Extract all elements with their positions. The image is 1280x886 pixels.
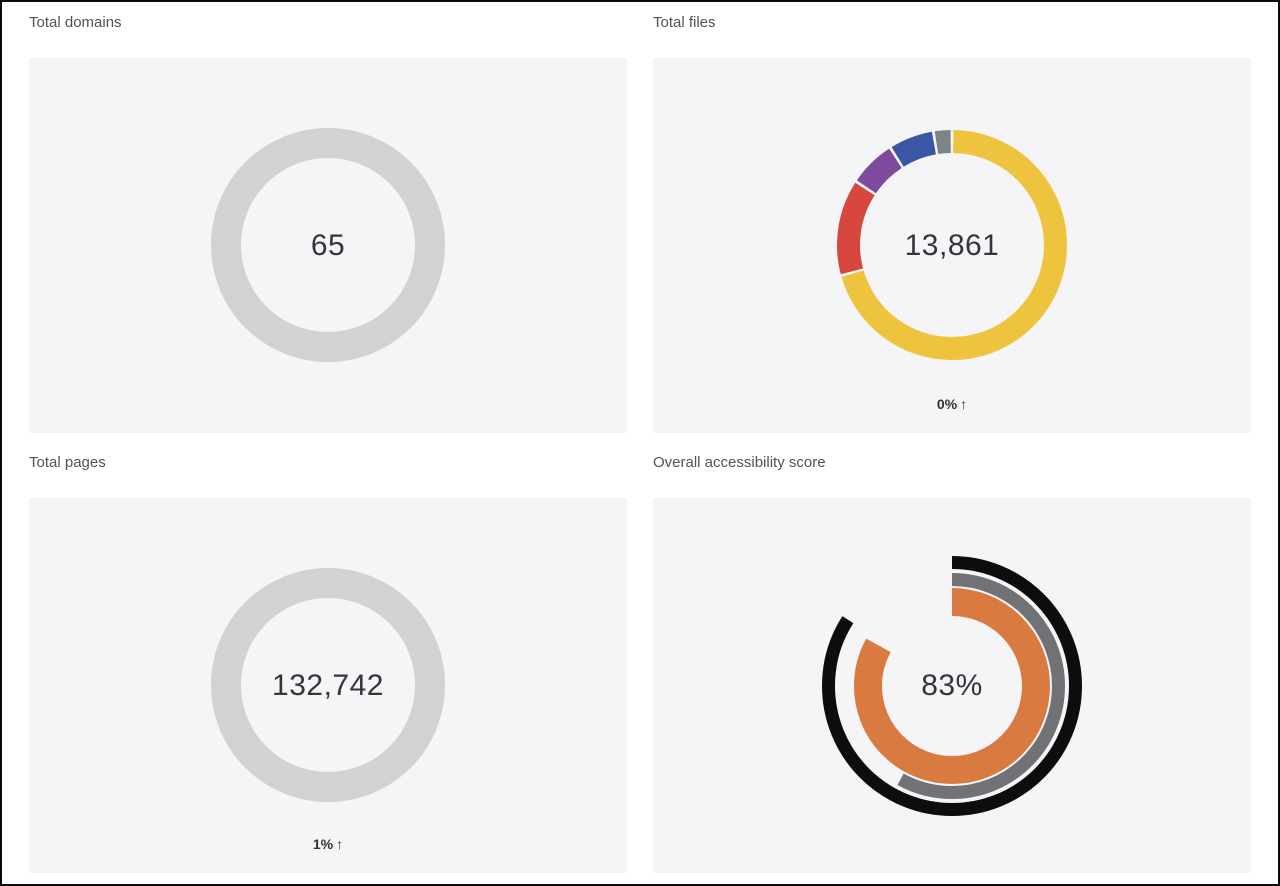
up-arrow-icon: ↑ [960, 396, 968, 412]
card-total-files: Total files 13,861 0% ↑ [653, 14, 1251, 433]
overall-accessibility-score-center-value: 83% [921, 669, 983, 702]
total-files-change-value: 0% [936, 396, 958, 412]
dashboard-grid: Total domains 65 Total files 13,861 0% ↑ … [2, 2, 1278, 873]
card-total-domains: Total domains 65 [29, 14, 627, 433]
card-total-pages: Total pages 132,742 1% ↑ [29, 454, 627, 873]
card-body-total-pages: 132,742 1% ↑ [29, 498, 627, 873]
card-overall-accessibility-score: Overall accessibility score 83% [653, 454, 1251, 873]
card-body-total-domains: 65 [29, 58, 627, 433]
total-domains-ring-chart [211, 128, 445, 362]
total-files-center-value: 13,861 [904, 229, 1000, 262]
card-body-total-files: 13,861 0% ↑ [653, 58, 1251, 433]
total-pages-change-value: 1% [312, 836, 334, 852]
total-pages-change-indicator: 1% ↑ [29, 836, 627, 852]
up-arrow-icon: ↑ [336, 836, 344, 852]
overall-accessibility-score-gauge-chart [822, 556, 1082, 816]
card-title-total-files: Total files [653, 14, 716, 31]
total-pages-center-value: 132,742 [272, 669, 384, 702]
total-domains-center-value: 65 [310, 229, 346, 262]
card-title-total-domains: Total domains [29, 14, 122, 31]
card-body-overall-accessibility-score: 83% [653, 498, 1251, 873]
total-pages-ring-chart [211, 568, 445, 802]
card-title-total-pages: Total pages [29, 454, 106, 471]
card-title-overall-accessibility-score: Overall accessibility score [653, 454, 826, 471]
total-files-change-indicator: 0% ↑ [653, 396, 1251, 412]
total-files-donut-chart [836, 129, 1067, 360]
